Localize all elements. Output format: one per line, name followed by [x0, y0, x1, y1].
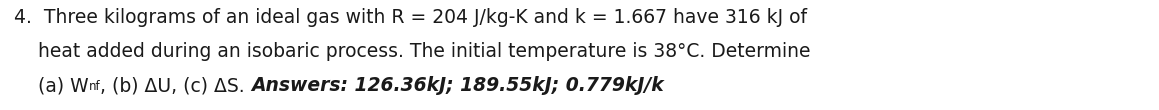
Text: (a) W: (a) W: [14, 76, 88, 95]
Text: , (b) ΔU, (c) ΔS.: , (b) ΔU, (c) ΔS.: [100, 76, 250, 95]
Text: Answers: 126.36kJ; 189.55kJ; 0.779kJ/k: Answers: 126.36kJ; 189.55kJ; 0.779kJ/k: [250, 76, 664, 95]
Text: nf: nf: [88, 80, 100, 93]
Text: heat added during an isobaric process. The initial temperature is 38°C. Determin: heat added during an isobaric process. T…: [14, 42, 810, 61]
Text: 4.  Three kilograms of an ideal gas with R = 204 J/kg-K and k = 1.667 have 316 k: 4. Three kilograms of an ideal gas with …: [14, 8, 807, 27]
